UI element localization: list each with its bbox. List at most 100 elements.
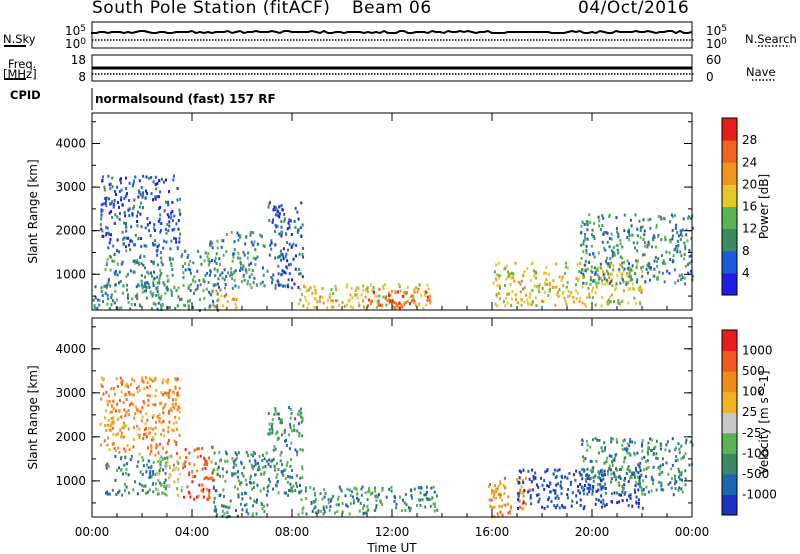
heatmap-cell (283, 219, 286, 223)
heatmap-cell (198, 483, 201, 487)
heatmap-cell (290, 458, 292, 461)
heatmap-cell (213, 304, 216, 308)
heatmap-cell (140, 193, 142, 197)
heatmap-cell (638, 475, 641, 479)
heatmap-cell (122, 424, 125, 428)
heatmap-cell (423, 293, 426, 297)
heatmap-cell (601, 214, 604, 218)
heatmap-cell (121, 203, 124, 207)
heatmap-cell (419, 491, 422, 495)
heatmap-cell (579, 503, 582, 507)
heatmap-cell (608, 265, 611, 269)
heatmap-cell (133, 416, 136, 420)
heatmap-cell (98, 303, 101, 307)
heatmap-cell (581, 301, 584, 305)
nsky-tick-bottom: 100 (65, 37, 86, 51)
heatmap-cell (156, 245, 159, 249)
heatmap-cell (124, 449, 127, 453)
heatmap-cell (586, 228, 589, 232)
heatmap-cell (580, 231, 583, 235)
heatmap-cell (164, 472, 167, 475)
heatmap-cell (157, 195, 160, 199)
heatmap-cell (199, 298, 201, 302)
heatmap-cell (128, 181, 131, 185)
heatmap-cell (504, 266, 507, 270)
heatmap-cell (594, 502, 597, 506)
heatmap-cell (155, 287, 158, 291)
heatmap-cell (171, 267, 174, 271)
heatmap-cell (677, 244, 680, 248)
heatmap-cell (175, 443, 178, 446)
heatmap-cell (229, 499, 232, 503)
heatmap-cell (642, 479, 645, 483)
heatmap-cell (610, 261, 613, 265)
heatmap-cell (487, 485, 490, 489)
heatmap-cell (188, 462, 191, 466)
heatmap-cell (116, 273, 119, 277)
heatmap-cell (529, 302, 532, 306)
heatmap-cell (680, 254, 683, 258)
heatmap-cell (583, 492, 585, 496)
heatmap-cell (657, 215, 660, 218)
heatmap-cell (354, 289, 357, 293)
heatmap-cell (603, 441, 606, 445)
heatmap-cell (211, 476, 214, 480)
heatmap-cell (677, 458, 679, 462)
heatmap-cell (237, 470, 239, 474)
heatmap-cell (300, 489, 303, 493)
heatmap-cell (517, 301, 519, 305)
heatmap-cell (209, 240, 212, 244)
heatmap-cell (521, 502, 524, 506)
heatmap-cell (581, 220, 584, 224)
heatmap-cell (123, 221, 126, 225)
heatmap-cell (294, 225, 297, 229)
heatmap-cell (523, 489, 526, 492)
heatmap-cell (239, 502, 242, 506)
heatmap-cell (598, 224, 601, 228)
heatmap-cell (578, 299, 581, 303)
heatmap-cell (271, 278, 274, 282)
heatmap-cell (402, 294, 405, 298)
heatmap-cell (129, 458, 132, 461)
heatmap-cell (688, 249, 691, 252)
heatmap-cell (549, 287, 552, 291)
heatmap-cell (275, 206, 278, 210)
heatmap-cell (149, 488, 151, 492)
heatmap-cell (142, 263, 145, 267)
heatmap-cell (110, 233, 113, 237)
heatmap-cell (114, 449, 117, 453)
heatmap-cell (296, 474, 299, 478)
heatmap-cell (312, 501, 315, 504)
heatmap-cell (580, 224, 583, 228)
heatmap-cell (176, 393, 178, 397)
heatmap-cell (252, 450, 255, 454)
heatmap-cell (631, 282, 634, 286)
heatmap-cell (101, 229, 104, 233)
heatmap-cell (126, 192, 128, 196)
heatmap-cell (360, 487, 363, 491)
heatmap-cell (389, 293, 392, 297)
heatmap-cell (376, 300, 379, 304)
heatmap-cell (277, 468, 280, 471)
heatmap-cell (641, 488, 644, 492)
heatmap-cell (176, 408, 179, 412)
heatmap-cell (166, 222, 169, 226)
heatmap-cell (659, 464, 662, 468)
heatmap-cell (562, 505, 565, 509)
heatmap-cell (186, 485, 189, 489)
heatmap-cell (690, 237, 693, 241)
heatmap-cell (389, 299, 392, 303)
heatmap-cell (297, 302, 300, 306)
heatmap-cell (294, 489, 297, 493)
heatmap-cell (504, 284, 506, 287)
heatmap-cell (108, 464, 110, 468)
heatmap-cell (283, 491, 286, 495)
heatmap-cell (159, 251, 162, 255)
heatmap-cell (554, 491, 557, 495)
heatmap-cell (208, 496, 211, 500)
heatmap-cell (106, 293, 109, 297)
heatmap-cell (522, 507, 525, 511)
nsky-strip-frame (91, 21, 693, 49)
heatmap-cell (345, 285, 348, 289)
heatmap-cell (263, 471, 266, 475)
